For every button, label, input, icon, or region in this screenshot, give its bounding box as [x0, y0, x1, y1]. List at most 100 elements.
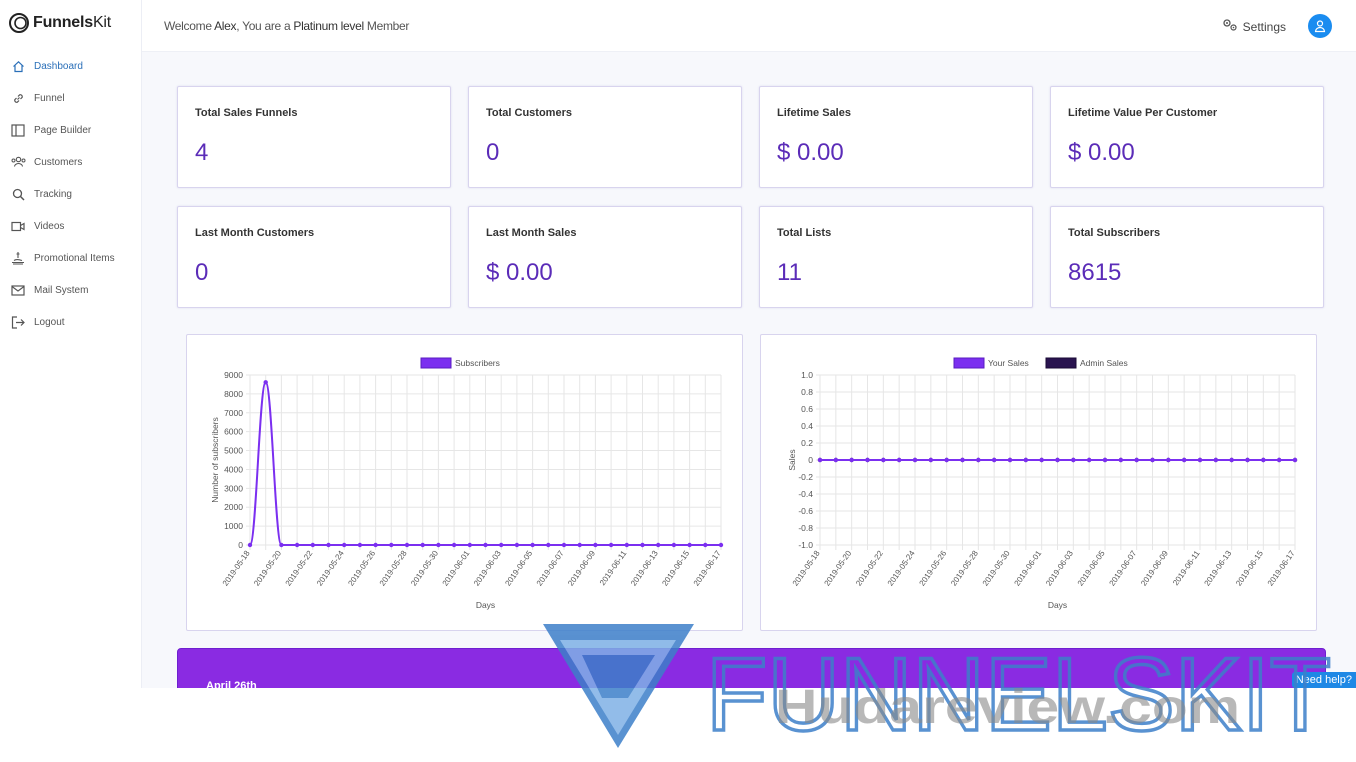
data-point [530, 542, 535, 548]
sales-chart: 1.0 0.8 0.6 0.4 0.2 0 -0.2 -0.4 -0.6 -0.8 -1.0 2019… [760, 334, 1317, 631]
x-tick-label: 2019-05-20 [252, 549, 283, 588]
sales-chart-svg: 1.00.80.60.40.20-0.2-0.4-0.6-0.8-1.02019… [787, 357, 1298, 610]
logout-icon [10, 314, 26, 330]
x-tick-label: 2019-05-18 [791, 549, 822, 588]
data-point [849, 457, 854, 463]
x-tick-label: 2019-06-05 [1076, 549, 1107, 588]
brand-name-bold: Funnels [33, 14, 93, 31]
y-tick-label: 3000 [224, 483, 243, 493]
y-tick-label: 4000 [224, 464, 243, 474]
x-axis-title: Days [1048, 600, 1067, 610]
data-point [1261, 457, 1266, 463]
data-point [1245, 457, 1250, 463]
data-point [881, 457, 886, 463]
sidebar-item-videos[interactable]: Videos [0, 210, 142, 242]
settings-button[interactable]: Settings [1222, 18, 1286, 35]
need-help-button[interactable]: Need help? [1291, 672, 1356, 688]
users-icon [10, 154, 26, 170]
y-tick-label: 0.4 [801, 421, 813, 431]
y-tick-label: 0 [808, 455, 813, 465]
data-point [467, 542, 472, 548]
data-point [593, 542, 598, 548]
data-point [499, 542, 504, 548]
subscribers-chart-svg: 0 1000 2000 3000 4000 5000 6000 7000 8000 9000 201… [210, 357, 724, 610]
data-point [247, 542, 253, 548]
y-tick-label: 1000 [224, 521, 243, 531]
data-point [817, 457, 823, 463]
data-point [1007, 457, 1013, 463]
data-point [1023, 457, 1029, 463]
welcome-level: Platinum level [293, 19, 364, 33]
stat-title: Total Sales Funnels [195, 107, 298, 119]
sidebar-item-logout[interactable]: Logout [0, 306, 142, 338]
data-point [577, 542, 582, 548]
data-point [960, 457, 965, 463]
sidebar-item-mail-system[interactable]: Mail System [0, 274, 142, 306]
legend-label: Your Sales [988, 358, 1029, 368]
welcome-mid: , You are a [236, 19, 294, 33]
data-point [718, 542, 724, 548]
brand-logo[interactable]: FunnelsKit [8, 12, 111, 34]
y-tick-label: 8000 [224, 389, 243, 399]
data-point [1055, 457, 1060, 463]
data-point [944, 457, 949, 463]
data-point [1213, 457, 1219, 463]
data-point [1229, 457, 1234, 463]
data-point [1197, 457, 1203, 463]
data-point [912, 457, 918, 463]
sidebar-item-funnel[interactable]: Funnel [0, 82, 142, 114]
sidebar-item-customers[interactable]: Customers [0, 146, 142, 178]
sidebar-item-page-builder[interactable]: Page Builder [0, 114, 142, 146]
sidebar-item-dashboard[interactable]: Dashboard [0, 50, 142, 82]
data-point [976, 457, 981, 463]
x-tick-label: 2019-05-28 [378, 549, 409, 588]
data-point [357, 542, 363, 548]
stat-value: 0 [486, 139, 500, 166]
sidebar-item-label: Logout [34, 316, 65, 328]
data-point [1102, 457, 1108, 463]
sidebar-nav: Dashboard Funnel Page Builder Customers [0, 50, 142, 338]
data-point [1086, 457, 1092, 463]
data-point [514, 542, 520, 548]
y-tick-label: 5000 [224, 446, 243, 456]
stat-title: Lifetime Sales [777, 107, 851, 119]
stat-value: 8615 [1068, 259, 1122, 286]
stat-value: $ 0.00 [777, 139, 844, 166]
gears-icon [1222, 18, 1238, 35]
x-tick-label: 2019-06-07 [1107, 549, 1138, 588]
x-tick-label: 2019-05-24 [315, 549, 346, 588]
sidebar-item-promotional-items[interactable]: Promotional Items [0, 242, 142, 274]
y-tick-label: -0.6 [798, 506, 813, 516]
data-point [342, 542, 347, 548]
data-point [1292, 457, 1298, 463]
y-tick-label: -0.2 [798, 472, 813, 482]
x-tick-label: 2019-05-30 [409, 549, 440, 588]
data-point [703, 542, 708, 548]
stat-value: 4 [195, 139, 209, 166]
sidebar-item-tracking[interactable]: Tracking [0, 178, 142, 210]
legend-swatch [953, 357, 985, 369]
stat-title: Total Lists [777, 227, 832, 239]
sidebar-item-label: Videos [34, 220, 65, 232]
x-tick-label: 2019-06-17 [1266, 549, 1297, 588]
data-point [865, 457, 870, 463]
sidebar: FunnelsKit Dashboard Funnel Page Builder [0, 0, 142, 688]
x-tick-label: 2019-06-07 [535, 549, 566, 588]
data-point [687, 542, 692, 548]
data-point [671, 542, 677, 548]
data-point [561, 542, 567, 548]
stat-title: Last Month Customers [195, 227, 315, 239]
x-tick-label: 2019-06-15 [660, 549, 691, 588]
data-point [1181, 457, 1187, 463]
user-avatar[interactable] [1308, 14, 1332, 38]
settings-label: Settings [1242, 19, 1286, 34]
data-point [373, 542, 378, 548]
data-point [279, 542, 284, 548]
data-point [1166, 457, 1171, 463]
legend-swatch [420, 357, 452, 369]
stat-card: Lifetime Value Per Customer $ 0.00 [1050, 86, 1324, 188]
welcome-prefix: Welcome [164, 19, 215, 33]
data-point [833, 457, 839, 463]
stat-value: 11 [777, 259, 802, 286]
data-point [483, 542, 488, 548]
